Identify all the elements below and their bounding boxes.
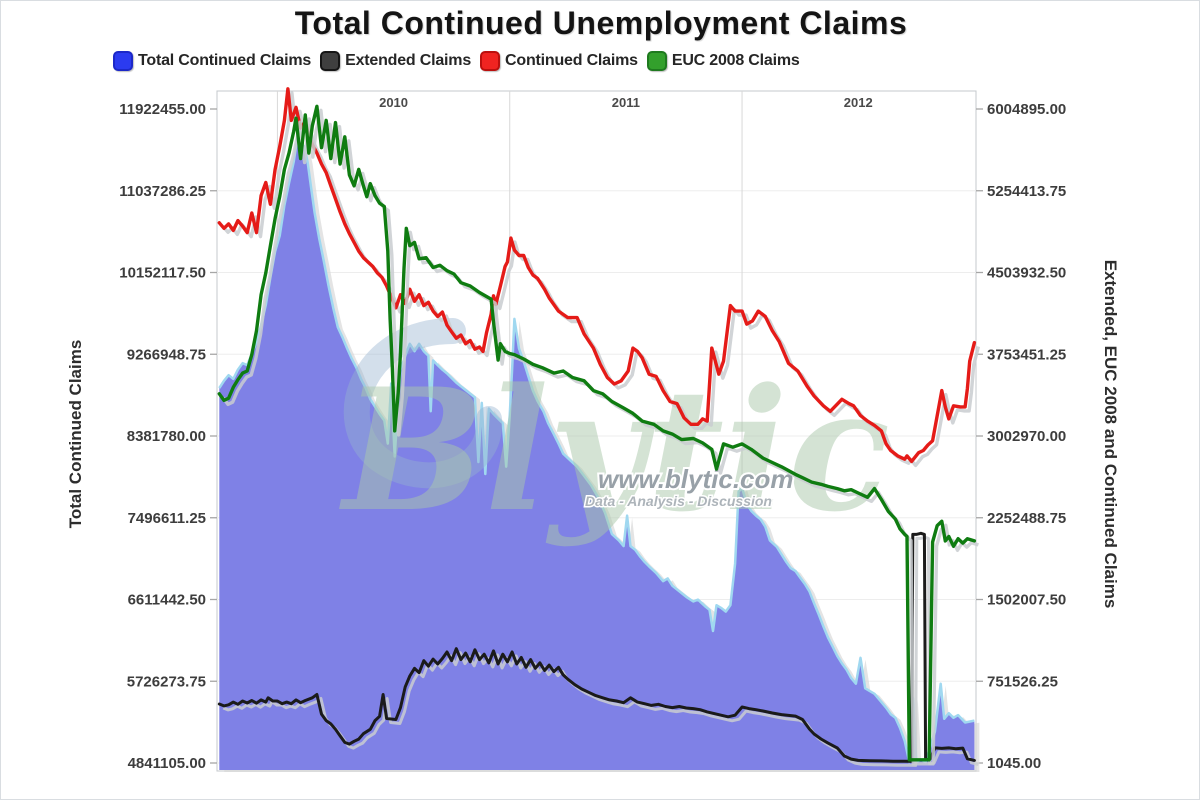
right-axis-tick-label: 1045.00 <box>987 755 1041 772</box>
left-axis-tick-label: 7496611.25 <box>128 510 206 527</box>
year-label: 2012 <box>844 95 873 110</box>
right-axis-tick-label: 1502007.50 <box>987 592 1066 609</box>
legend-swatch-icon <box>646 51 667 71</box>
chart-legend: Total Continued Claims Extended Claims Con… <box>113 50 809 72</box>
left-axis-tick-label: 4841105.00 <box>128 755 206 772</box>
watermark-brand: Blytic <box>339 351 890 549</box>
euc-2008-claims-line <box>217 104 977 762</box>
continued-claims-line <box>217 87 977 464</box>
right-axis-tick-label: 5254413.75 <box>987 183 1066 200</box>
extended-claims-line <box>217 531 976 763</box>
left-axis-tick-label: 8381780.00 <box>127 428 206 445</box>
legend-swatch-icon <box>320 51 341 71</box>
right-axis-tick-label: 6004895.00 <box>987 101 1066 118</box>
legend-swatch-icon <box>480 51 501 71</box>
right-axis-tick-label: 751526.25 <box>987 673 1058 690</box>
left-axis-tick-label: 5726273.75 <box>127 673 206 690</box>
legend-label: Extended Claims <box>345 52 472 69</box>
right-axis-tick-label: 2252488.75 <box>987 510 1066 527</box>
legend-swatch-icon <box>113 51 133 71</box>
chart-title: Total Continued Unemployment Claims <box>294 5 908 41</box>
year-label: 2011 <box>612 95 640 110</box>
watermark-url: www.blytic.com <box>598 464 794 494</box>
left-axis-tick-label: 6611442.50 <box>128 592 206 609</box>
right-axis-tick-label: 4503932.50 <box>987 265 1066 282</box>
line-shadow <box>221 108 979 766</box>
left-axis-tick-label: 9266948.75 <box>127 346 206 363</box>
right-axis-tick-label: 3002970.00 <box>987 428 1066 445</box>
legend-item-2: Continued Claims <box>480 51 638 71</box>
year-label: 2010 <box>379 95 408 110</box>
right-axis-title: Extended, EUC 2008 and Continued Claims <box>1101 260 1120 609</box>
legend-item-1: Extended Claims <box>320 51 471 71</box>
watermark-swirl-icon <box>343 318 503 489</box>
left-axis-tick-label: 10152117.50 <box>119 265 206 282</box>
watermark-tagline: Data - Analysis - Discussion <box>585 493 772 509</box>
legend-label: EUC 2008 Claims <box>671 52 800 69</box>
total-claims-area-edge <box>218 137 975 764</box>
legend-item-3: EUC 2008 Claims <box>646 51 800 71</box>
legend-item-0: Total Continued Claims <box>113 51 311 71</box>
right-axis-tick-label: 3753451.25 <box>987 346 1066 363</box>
left-axis-tick-label: 11922455.00 <box>119 101 206 118</box>
total-claims-area <box>219 138 975 771</box>
legend-label: Continued Claims <box>505 52 638 69</box>
left-axis-tick-label: 11037286.25 <box>119 183 206 200</box>
left-axis-title: Total Continued Claims <box>66 340 85 529</box>
legend-label: Total Continued Claims <box>138 52 312 69</box>
